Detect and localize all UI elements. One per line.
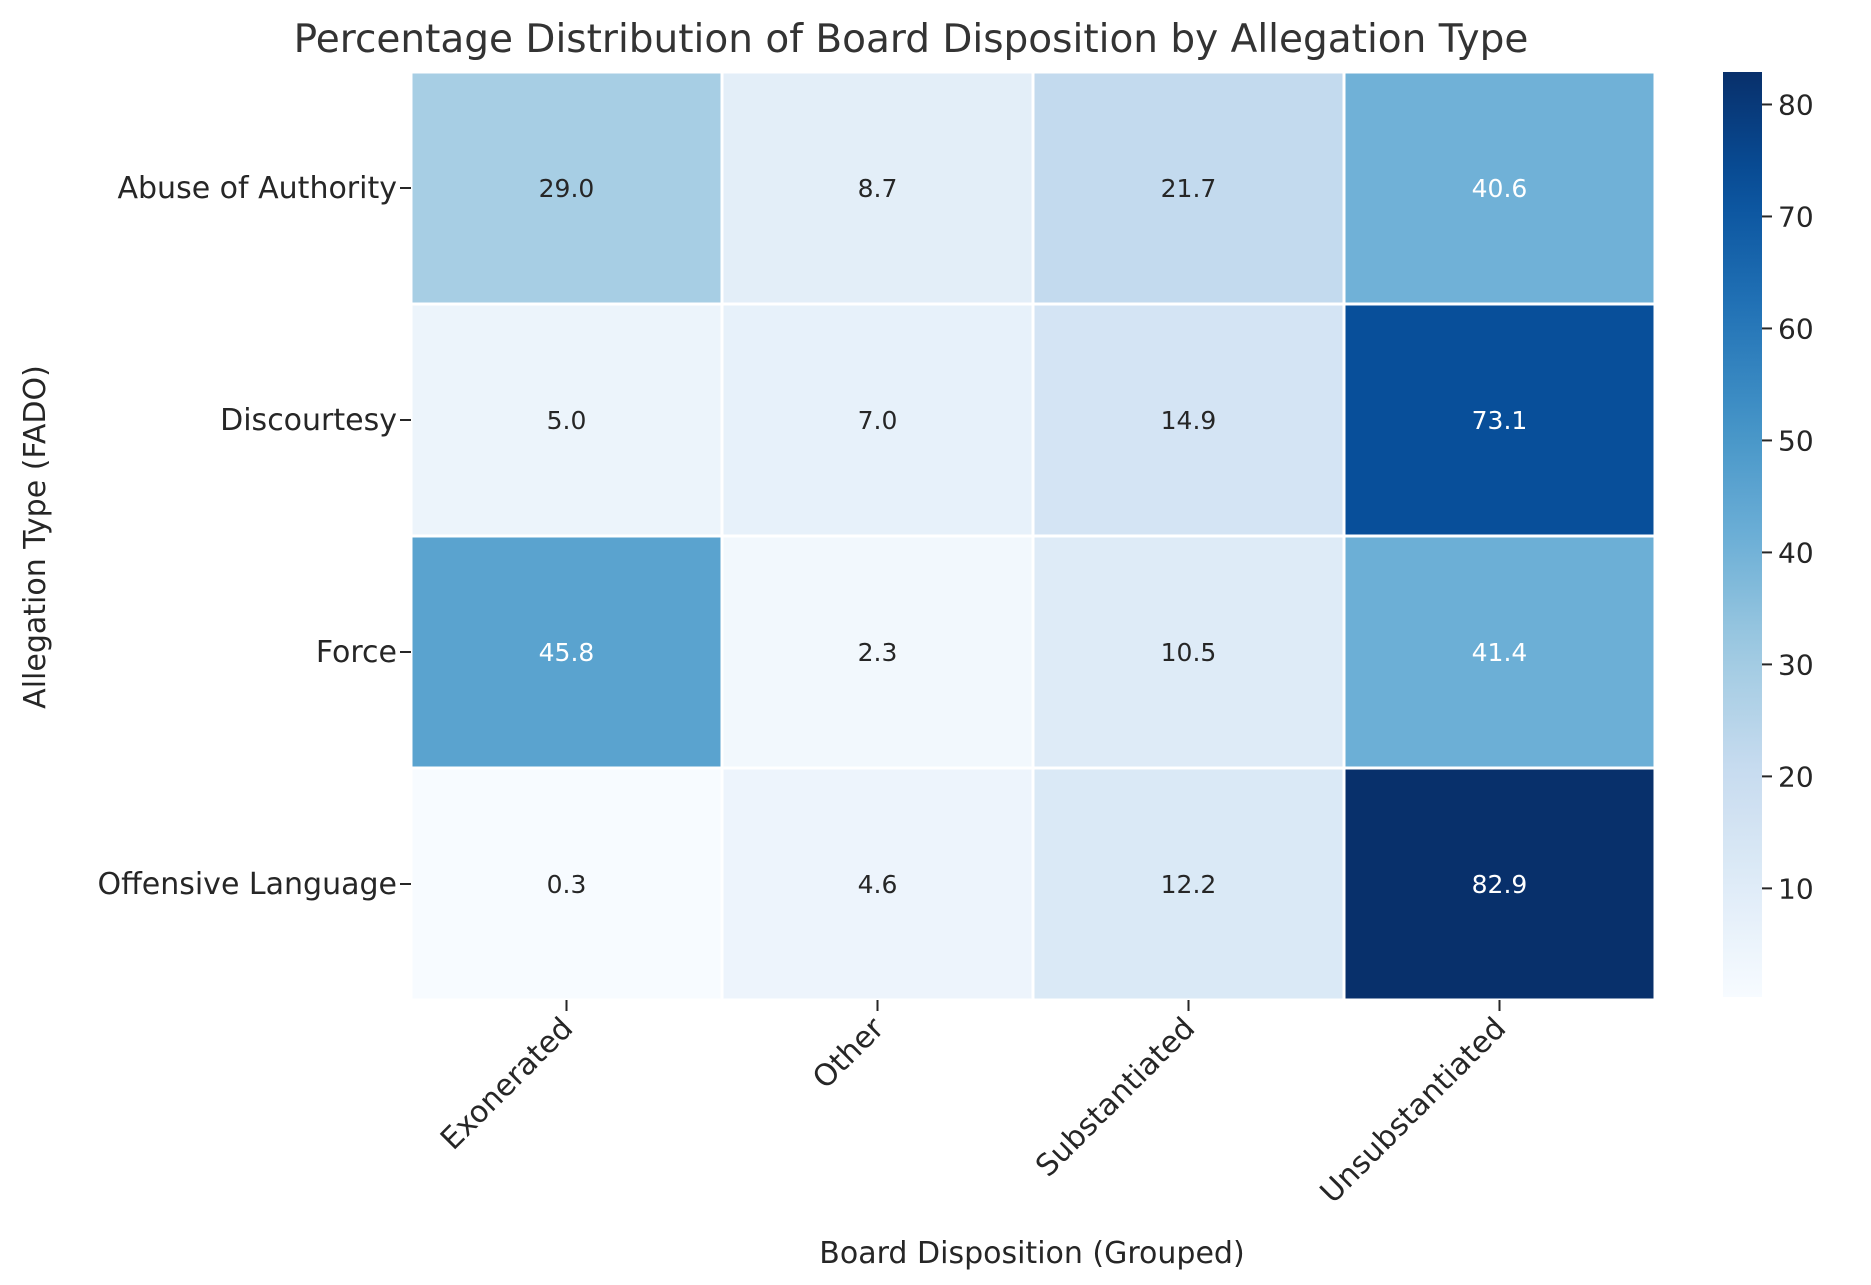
cell-value-label: 0.3 bbox=[547, 870, 587, 899]
colorbar-tick-label: 40 bbox=[1778, 536, 1814, 569]
colorbar-tick-label: 70 bbox=[1778, 200, 1814, 233]
heatmap-cell bbox=[1031, 766, 1346, 1002]
cell-value-label: 45.8 bbox=[539, 638, 595, 667]
cell-value-label: 82.9 bbox=[1472, 870, 1528, 899]
x-axis-ticks: Exonerated Other Substantiated Unsubstantia… bbox=[434, 1000, 1513, 1210]
cell-value-label: 4.6 bbox=[858, 870, 898, 899]
colorbar-tick-label: 30 bbox=[1778, 648, 1814, 681]
colorbar-ticks: 10 20 30 40 50 60 70 80 bbox=[1762, 88, 1814, 905]
x-tick-label: Unsubstantiated bbox=[1314, 1011, 1514, 1211]
colorbar-tick-label: 80 bbox=[1778, 88, 1814, 121]
heatmap-cell bbox=[1342, 70, 1657, 306]
x-tick-label: Other bbox=[806, 1010, 891, 1095]
cell-value-label: 5.0 bbox=[547, 406, 587, 435]
y-tick-label: Abuse of Authority bbox=[117, 171, 397, 206]
cell-value-label: 29.0 bbox=[539, 174, 595, 203]
heatmap-cell bbox=[409, 766, 724, 1002]
cell-value-label: 14.9 bbox=[1161, 406, 1217, 435]
y-axis-ticks: Abuse of Authority Discourtesy Force Offens… bbox=[97, 171, 411, 902]
chart-title: Percentage Distribution of Board Disposi… bbox=[294, 17, 1529, 62]
heatmap-cell bbox=[1342, 534, 1657, 770]
cell-value-label: 12.2 bbox=[1161, 870, 1217, 899]
y-tick-label: Offensive Language bbox=[97, 867, 397, 902]
cell-value-label: 8.7 bbox=[858, 174, 898, 203]
x-axis-label: Board Disposition (Grouped) bbox=[819, 1236, 1244, 1271]
heatmap-cell bbox=[409, 70, 724, 306]
cell-value-label: 2.3 bbox=[858, 638, 898, 667]
y-axis-label: Allegation Type (FADO) bbox=[18, 365, 53, 709]
y-tick-label: Force bbox=[316, 635, 397, 670]
cell-value-label: 40.6 bbox=[1472, 174, 1528, 203]
heatmap-cell bbox=[720, 534, 1035, 770]
cell-value-label: 21.7 bbox=[1161, 174, 1217, 203]
cell-value-label: 41.4 bbox=[1472, 638, 1528, 667]
heatmap-cells bbox=[409, 70, 1657, 1002]
cell-value-label: 7.0 bbox=[858, 406, 898, 435]
cell-value-label: 73.1 bbox=[1472, 406, 1528, 435]
heatmap-cell bbox=[409, 302, 724, 538]
heatmap-cell bbox=[720, 302, 1035, 538]
y-tick-label: Discourtesy bbox=[220, 403, 397, 438]
x-tick-label: Substantiated bbox=[1029, 1011, 1202, 1184]
colorbar-tick-label: 10 bbox=[1778, 872, 1814, 905]
colorbar bbox=[1723, 72, 1762, 997]
cell-value-labels: 29.0 8.7 21.7 40.6 5.0 7.0 14.9 73.1 45.8 2.3 10.5… bbox=[539, 174, 1528, 899]
heatmap-cell bbox=[720, 766, 1035, 1002]
colorbar-tick-label: 60 bbox=[1778, 312, 1814, 345]
heatmap-cell bbox=[1031, 70, 1346, 306]
heatmap-cell bbox=[720, 70, 1035, 306]
heatmap-cell bbox=[1342, 302, 1657, 538]
cell-value-label: 10.5 bbox=[1161, 638, 1217, 667]
colorbar-tick-label: 50 bbox=[1778, 424, 1814, 457]
colorbar-tick-label: 20 bbox=[1778, 760, 1814, 793]
x-tick-label: Exonerated bbox=[434, 1011, 580, 1157]
heatmap-cell bbox=[1342, 766, 1657, 1002]
